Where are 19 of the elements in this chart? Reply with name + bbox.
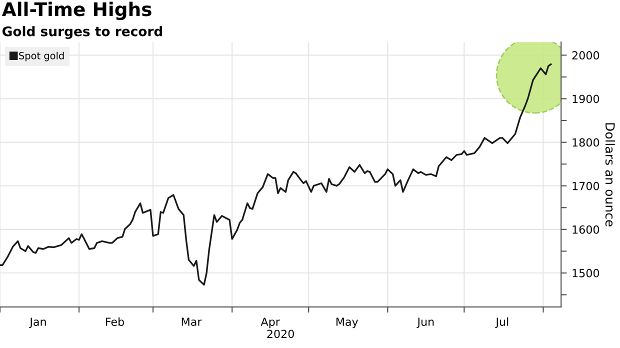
y-tick-label: 2000	[572, 51, 600, 60]
y-tick-label: 1600	[572, 225, 600, 234]
legend-label: Spot gold	[19, 52, 64, 62]
y-tick-label: 1800	[572, 138, 600, 147]
x-tick-label: Jan	[29, 318, 46, 328]
chart-title: All-Time Highs	[2, 2, 152, 20]
y-tick-label: 1900	[572, 94, 600, 104]
x-tick-label: Feb	[106, 317, 124, 326]
x-tick-label: Jul	[495, 317, 508, 328]
x-tick-label: May	[336, 318, 358, 328]
x-tick-label: Jun	[416, 318, 434, 328]
y-tick-label: 1700	[572, 182, 600, 190]
x-tick-label: Apr	[260, 318, 280, 328]
line-series	[0, 63, 552, 286]
y-axis-title: Dollars an ounce	[605, 123, 616, 226]
chart-subtitle: Gold surges to record	[2, 26, 162, 39]
y-tick-label: 1500	[572, 268, 600, 278]
x-tick-label: Mar	[182, 318, 202, 326]
x-axis-title: 2020	[267, 330, 294, 338]
